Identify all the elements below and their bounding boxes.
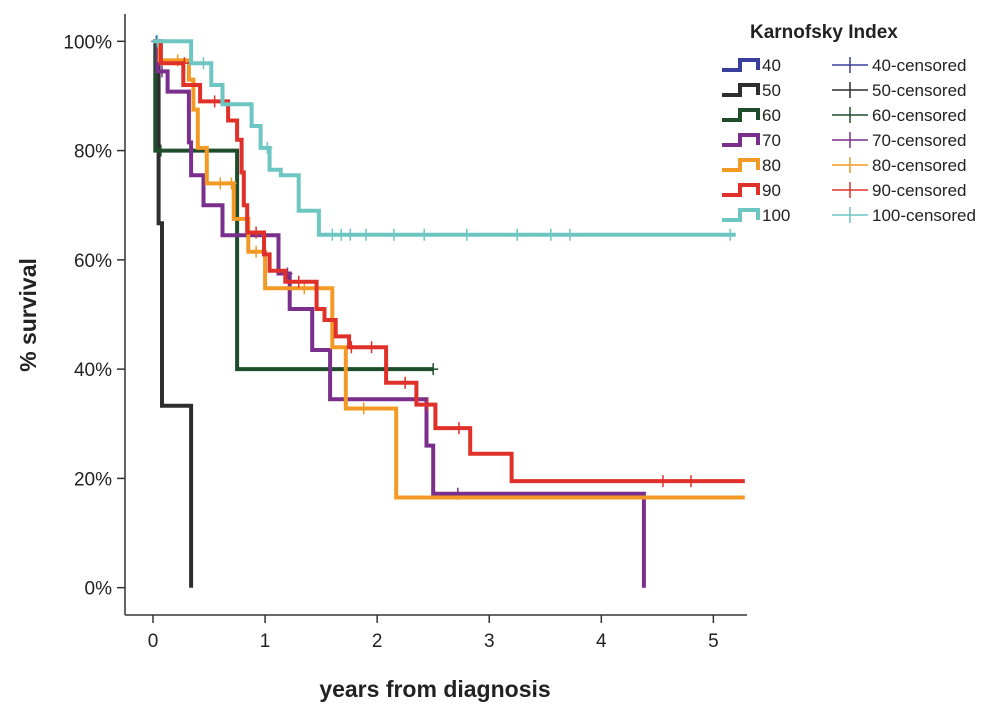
censor-mark-100 <box>461 228 472 241</box>
x-tick-label: 1 <box>260 631 271 652</box>
censor-mark-90 <box>209 95 220 108</box>
legend-item-70: 70 <box>722 131 781 150</box>
legend-title: Karnofsky Index <box>750 22 898 43</box>
censor-mark-100 <box>336 228 347 241</box>
legend-label: 50 <box>762 81 781 100</box>
x-tick-label: 0 <box>148 631 159 652</box>
legend-censored-label: 50-censored <box>872 81 967 100</box>
legend-censored-label: 70-censored <box>872 131 967 150</box>
x-tick-label: 5 <box>708 631 719 652</box>
legend-item-90: 90 <box>722 181 781 200</box>
legend-step-swatch <box>722 108 760 122</box>
censor-mark-100 <box>152 35 163 48</box>
series-group <box>151 35 745 588</box>
series-60 <box>153 39 439 376</box>
censor-mark-70 <box>156 65 167 78</box>
legend-label: 40 <box>762 56 781 75</box>
censor-mark-100 <box>512 228 523 241</box>
y-tick-label: 60% <box>74 251 112 272</box>
survival-line-80 <box>153 39 745 500</box>
legend-item-100-censored: 100-censored <box>832 206 976 225</box>
legend-label: 90 <box>762 181 781 200</box>
censor-mark-90 <box>657 475 668 488</box>
censor-mark-100 <box>388 228 399 241</box>
legend-item-80: 80 <box>722 156 781 175</box>
censor-mark-80 <box>251 245 262 258</box>
series-90 <box>153 39 745 488</box>
censor-mark-90 <box>293 275 304 288</box>
legend-item-100: 100 <box>722 206 790 225</box>
censor-mark-100 <box>327 228 338 241</box>
survival-line-70 <box>153 39 646 588</box>
legend-item-60-censored: 60-censored <box>832 106 967 125</box>
axes: 0% 20% 40% 60% 80% 100% 0 1 2 3 4 5 <box>63 14 747 652</box>
censor-mark-90 <box>400 376 411 389</box>
censor-mark-100 <box>198 57 209 70</box>
censor-mark-60 <box>428 363 439 376</box>
x-tick-label: 3 <box>484 631 495 652</box>
legend-label: 100 <box>762 206 790 225</box>
survival-line-100 <box>153 39 736 237</box>
legend-step-swatch <box>722 208 760 222</box>
legend-step-swatch <box>722 58 760 72</box>
censor-mark-60 <box>155 144 166 157</box>
legend-item-50-censored: 50-censored <box>832 81 967 100</box>
legend-censored-label: 80-censored <box>872 156 967 175</box>
censor-mark-80 <box>299 282 310 295</box>
censor-mark-100 <box>419 228 430 241</box>
censor-mark-90 <box>453 422 464 435</box>
censor-mark-100 <box>345 228 356 241</box>
legend-censored-label: 100-censored <box>872 206 976 225</box>
censor-mark-100 <box>564 228 575 241</box>
censor-mark-90 <box>422 398 433 411</box>
censor-mark-100 <box>360 228 371 241</box>
y-axis-title: % survival <box>15 258 41 372</box>
legend-item-60: 60 <box>722 106 781 125</box>
censor-mark-100 <box>262 141 273 154</box>
legend-label: 70 <box>762 131 781 150</box>
legend-item-80-censored: 80-censored <box>832 156 967 175</box>
censor-mark-90 <box>366 341 377 354</box>
censor-mark-80 <box>226 177 237 190</box>
series-100 <box>152 35 736 241</box>
legend-item-50: 50 <box>722 81 781 100</box>
censor-mark-80 <box>215 177 226 190</box>
legend-item-40-censored: 40-censored <box>832 56 967 75</box>
censor-mark-100 <box>725 228 736 241</box>
legend-item-70-censored: 70-censored <box>832 131 967 150</box>
y-tick-label: 100% <box>63 32 112 53</box>
censor-mark-100 <box>545 228 556 241</box>
series-70 <box>153 39 646 588</box>
y-tick-label: 80% <box>74 142 112 163</box>
censor-mark-90 <box>685 475 696 488</box>
legend-step-swatch <box>722 83 760 97</box>
y-tick-label: 0% <box>85 579 113 600</box>
legend-item-90-censored: 90-censored <box>832 181 967 200</box>
legend-censored-label: 60-censored <box>872 106 967 125</box>
series-50 <box>153 39 194 588</box>
y-tick-label: 40% <box>74 360 112 381</box>
censor-mark-90 <box>346 341 357 354</box>
censor-mark-80 <box>358 402 369 415</box>
series-80 <box>153 39 745 500</box>
censor-mark-90 <box>251 226 262 239</box>
legend-step-swatch <box>722 183 760 197</box>
survival-line-50 <box>153 39 194 588</box>
legend-step-swatch <box>722 158 760 172</box>
legend-step-swatch <box>722 133 760 147</box>
legend-censored-label: 90-censored <box>872 181 967 200</box>
legend-label: 80 <box>762 156 781 175</box>
x-tick-label: 4 <box>596 631 607 652</box>
legend-item-40: 40 <box>722 56 781 75</box>
x-axis-title: years from diagnosis <box>319 676 550 702</box>
survival-line-90 <box>153 39 745 484</box>
x-tick-label: 2 <box>372 631 383 652</box>
legend-label: 60 <box>762 106 781 125</box>
legend: 40 40-censored 50 50-censored 60 60-censored 7… <box>722 56 976 225</box>
y-tick-label: 20% <box>74 469 112 490</box>
legend-censored-label: 40-censored <box>872 56 967 75</box>
censor-mark-90 <box>179 57 190 70</box>
